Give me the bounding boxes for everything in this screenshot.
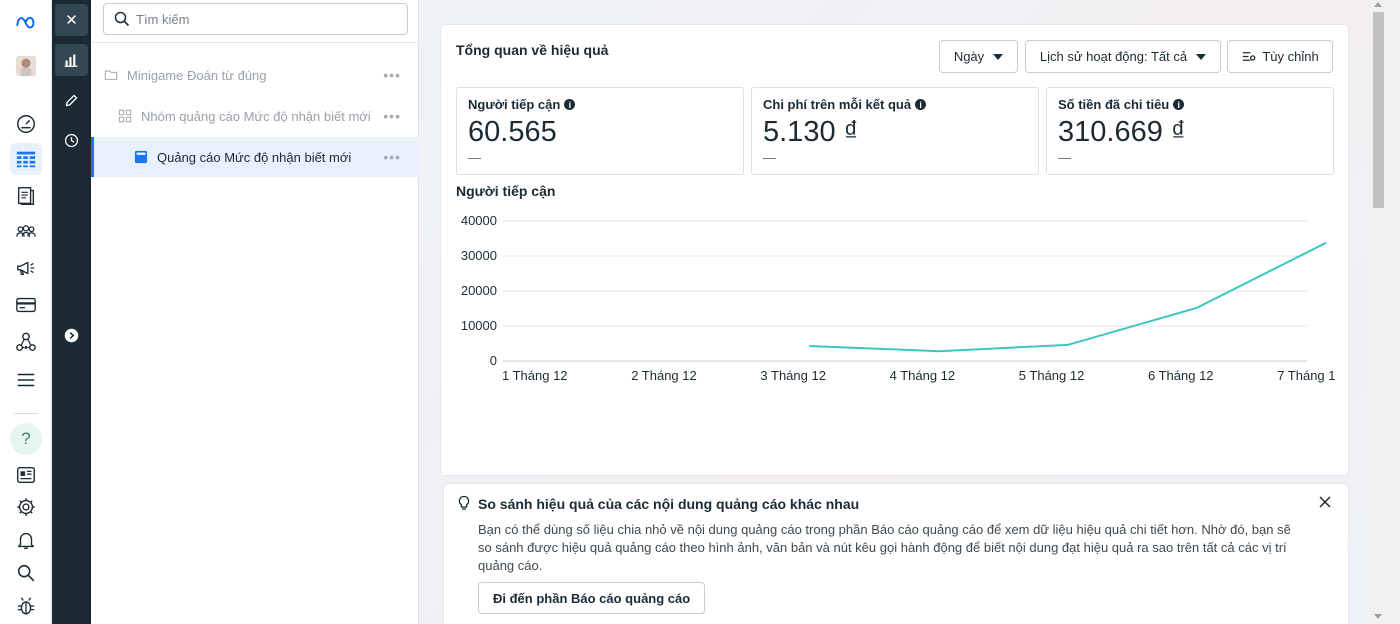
- main-content: Tổng quan về hiệu quả Ngày Lịch sử hoạt …: [419, 0, 1370, 624]
- series-line: [809, 241, 1327, 353]
- rail-divider: [14, 413, 38, 414]
- scrollbar-thumb[interactable]: [1373, 12, 1384, 208]
- tree-node-label: Quảng cáo Mức độ nhận biết mới: [157, 149, 352, 165]
- metric-cost-per-result: Chi phí trên mỗi kết quả i 5.130 ₫ —: [751, 87, 1039, 175]
- info-icon[interactable]: i: [915, 99, 927, 110]
- ad-icon: [133, 149, 149, 165]
- metric-label: Người tiếp cận: [468, 97, 561, 112]
- more-options-icon[interactable]: •••: [383, 149, 401, 165]
- y-tick-label: 10000: [461, 318, 497, 333]
- news-icon[interactable]: [10, 459, 42, 491]
- reach-line-chart: 0 10000 20000 30000 40000 1 Tháng 12 2 Tháng 1…: [461, 213, 1336, 383]
- performance-overview-card: Tổng quan về hiệu quả Ngày Lịch sử hoạt …: [441, 25, 1348, 475]
- profile-avatar[interactable]: [10, 50, 42, 82]
- x-tick-label: 1 Tháng 12: [502, 368, 568, 383]
- bug-report-icon[interactable]: [10, 590, 42, 622]
- chevron-down-icon: [1196, 53, 1207, 60]
- scroll-down-arrow[interactable]: [1374, 614, 1382, 619]
- x-tick-label: 5 Tháng 12: [1019, 368, 1085, 383]
- performance-chart-icon[interactable]: [55, 44, 88, 76]
- customize-sliders-icon: [1243, 52, 1256, 61]
- tree-node-label: Minigame Đoán từ đúng: [127, 67, 267, 83]
- notifications-bell-icon[interactable]: [10, 524, 42, 556]
- more-options-icon[interactable]: •••: [383, 108, 401, 124]
- tree-node-ad[interactable]: Quảng cáo Mức độ nhận biết mới •••: [91, 137, 419, 177]
- scroll-up-arrow[interactable]: [1374, 2, 1382, 7]
- search-input[interactable]: [136, 11, 396, 27]
- billing-card-icon[interactable]: [10, 289, 42, 321]
- day-dropdown-label: Ngày: [953, 49, 985, 64]
- tip-title: So sánh hiệu quả của các nội dung quảng …: [478, 496, 860, 512]
- tree-search-box[interactable]: [103, 3, 408, 35]
- expand-arrow-icon[interactable]: [55, 319, 88, 351]
- pages-icon[interactable]: [10, 180, 42, 212]
- close-icon[interactable]: ✕: [55, 4, 88, 36]
- metric-label: Chi phí trên mỗi kết quả: [763, 97, 912, 112]
- x-tick-label: 3 Tháng 12: [760, 368, 826, 383]
- x-tick-label: 4 Tháng 12: [890, 368, 956, 383]
- help-label: ?: [21, 429, 31, 448]
- help-icon[interactable]: ?: [10, 423, 42, 455]
- tree-node-label: Nhóm quảng cáo Mức độ nhận biết mới: [141, 108, 371, 124]
- meta-logo-icon[interactable]: [10, 6, 42, 38]
- tip-body: Bạn có thể dùng số liệu chia nhỏ về nội …: [478, 522, 1291, 573]
- metric-value: 60.565: [468, 116, 557, 148]
- page-scrollbar[interactable]: [1370, 0, 1400, 624]
- all-tools-menu-icon[interactable]: [10, 364, 42, 396]
- audiences-icon[interactable]: [10, 216, 42, 248]
- tree-divider: [91, 42, 419, 43]
- go-to-ad-reporting-button[interactable]: Đi đến phần Báo cáo quảng cáo: [478, 582, 706, 614]
- tree-node-campaign[interactable]: Minigame Đoán từ đúng •••: [91, 55, 419, 95]
- edit-pencil-icon[interactable]: [55, 84, 88, 116]
- metric-comparison: —: [1058, 150, 1071, 165]
- activity-dropdown-label: Lịch sử hoạt động: Tất cả: [1039, 49, 1188, 64]
- customize-button[interactable]: Tùy chỉnh: [1227, 40, 1333, 73]
- more-options-icon[interactable]: •••: [383, 67, 401, 83]
- settings-gear-icon[interactable]: [10, 491, 42, 523]
- metric-reach: Người tiếp cận i 60.565 —: [456, 87, 744, 175]
- info-icon[interactable]: i: [1173, 99, 1185, 110]
- customize-label: Tùy chỉnh: [1262, 49, 1319, 64]
- card-title: Tổng quan về hiệu quả: [456, 42, 609, 58]
- ad-set-grid-icon: [117, 108, 133, 124]
- global-nav-rail: ?: [0, 0, 52, 624]
- tree-node-adset[interactable]: Nhóm quảng cáo Mức độ nhận biết mới •••: [91, 96, 419, 136]
- campaign-tree-panel: Minigame Đoán từ đúng ••• Nhóm quảng cáo…: [91, 0, 419, 624]
- history-clock-icon[interactable]: [55, 124, 88, 156]
- editor-toolbar: ✕: [52, 0, 91, 624]
- search-icon[interactable]: [10, 557, 42, 589]
- info-icon[interactable]: i: [564, 99, 576, 110]
- activity-history-dropdown[interactable]: Lịch sử hoạt động: Tất cả: [1025, 40, 1221, 73]
- search-icon: [114, 11, 130, 27]
- x-tick-label: 7 Tháng 12: [1277, 368, 1336, 383]
- day-dropdown[interactable]: Ngày: [939, 40, 1018, 73]
- metric-comparison: —: [468, 150, 481, 165]
- close-glyph: ✕: [65, 12, 78, 29]
- y-tick-label: 0: [490, 353, 497, 368]
- ads-manager-table-icon[interactable]: [10, 143, 42, 175]
- chart-title: Người tiếp cận: [456, 183, 556, 199]
- x-tick-label: 2 Tháng 12: [631, 368, 697, 383]
- lightbulb-icon: [458, 495, 470, 510]
- dashboard-gauge-icon[interactable]: [10, 108, 42, 140]
- metric-value: 310.669 ₫: [1058, 116, 1186, 148]
- x-tick-label: 6 Tháng 12: [1148, 368, 1214, 383]
- metric-label: Số tiền đã chi tiêu: [1058, 97, 1170, 112]
- y-tick-label: 30000: [461, 248, 497, 263]
- y-tick-label: 20000: [461, 283, 497, 298]
- close-icon[interactable]: [1316, 493, 1334, 511]
- metric-value: 5.130 ₫: [763, 116, 859, 148]
- metric-amount-spent: Số tiền đã chi tiêu i 310.669 ₫ —: [1046, 87, 1334, 175]
- campaigns-megaphone-icon[interactable]: [10, 252, 42, 284]
- metric-comparison: —: [763, 150, 776, 165]
- chevron-down-icon: [993, 53, 1004, 60]
- folder-icon: [103, 67, 119, 83]
- y-tick-label: 40000: [461, 213, 497, 228]
- tip-card: So sánh hiệu quả của các nội dung quảng …: [444, 484, 1348, 624]
- business-network-icon[interactable]: [10, 326, 42, 358]
